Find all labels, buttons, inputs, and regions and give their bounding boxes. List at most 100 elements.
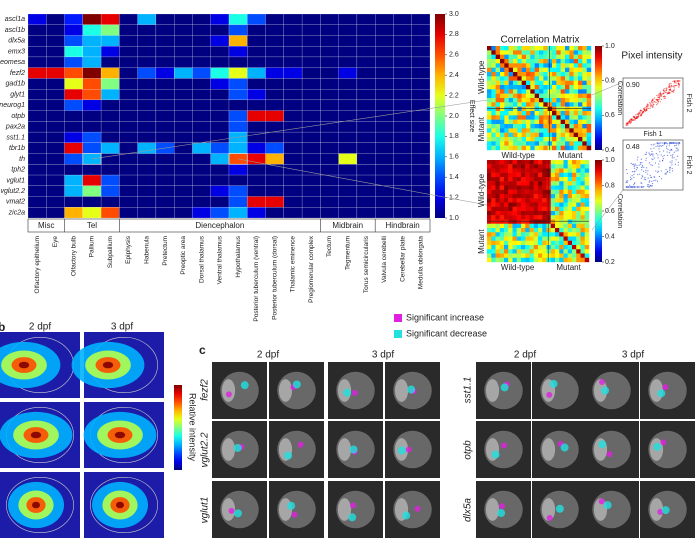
matrix-cell [538, 215, 543, 220]
heatmap-cell [393, 196, 412, 208]
matrix-cell [491, 102, 496, 107]
heatmap-cell [119, 99, 138, 111]
matrix-cell [555, 164, 560, 169]
matrix-cell [572, 249, 577, 254]
scatter-dot [658, 96, 660, 98]
matrix-cell [542, 177, 547, 182]
matrix-cell [578, 76, 583, 81]
matrix-cell [584, 185, 590, 190]
matrix-cell [504, 228, 509, 233]
matrix-cell [525, 257, 530, 263]
matrix-cell [491, 115, 496, 120]
scatter-dot [657, 95, 659, 97]
matrix-cell [491, 172, 496, 178]
scatter-dot [662, 89, 665, 91]
matrix-cell [539, 98, 544, 103]
matrix-cell [580, 189, 585, 195]
matrix-cell [582, 50, 587, 55]
matrix-cell [512, 249, 517, 254]
heatmap-cell [411, 207, 431, 219]
scatter-dot [669, 89, 671, 91]
matrix-cell [491, 54, 496, 60]
matrix-cell [538, 198, 543, 203]
scatter-dot [664, 173, 666, 175]
heatmap-cell [393, 35, 412, 47]
matrix-cell [533, 257, 539, 263]
matrix-cell [487, 137, 492, 142]
matrix-cell [552, 137, 557, 142]
heatmap-cell [210, 99, 230, 111]
heatmap-cell [155, 56, 175, 68]
heatmap-cell [46, 207, 65, 219]
matrix-cell [560, 145, 566, 151]
heatmap-cell [338, 67, 358, 79]
matrix-cell [576, 240, 581, 246]
matrix-cell [582, 46, 587, 51]
heatmap-cell [356, 131, 376, 143]
colorbar-tick-label: 3.0 [449, 11, 459, 18]
heatmap-cell [46, 24, 65, 36]
matrix-cell [526, 80, 531, 86]
matrix-cell [586, 132, 592, 138]
matrix-cell [573, 50, 579, 55]
matrix-cell [529, 236, 534, 241]
matrix-cell [552, 98, 557, 103]
matrix-cell [576, 228, 581, 233]
heatmap-cell [265, 67, 284, 79]
scatter-dot [662, 155, 664, 158]
row-label: fezf2 [10, 70, 25, 77]
decrease-blob [657, 389, 666, 398]
matrix-cell [576, 202, 581, 207]
scatter-dot [631, 171, 634, 173]
matrix-cell [521, 236, 526, 241]
column-title: 2 dpf [29, 322, 51, 333]
matrix-cell [555, 257, 560, 263]
brain-tissue [337, 438, 352, 461]
matrix-cell [550, 253, 556, 258]
heatmap-cell [192, 196, 211, 208]
matrix-cell [542, 168, 547, 173]
matrix-cell [560, 119, 566, 125]
matrix-cell [559, 181, 564, 186]
matrix-cell [578, 119, 583, 125]
matrix-cell [508, 253, 513, 258]
matrix-cell [529, 228, 534, 233]
matrix-cell [538, 219, 543, 224]
scatter-dot [639, 114, 641, 116]
group-box [27, 218, 431, 233]
matrix-cell [487, 181, 492, 186]
heatmap-cell [64, 67, 83, 79]
matrix-cell [529, 257, 534, 263]
heatmap-cell [228, 207, 248, 219]
heatmap-cell [64, 164, 83, 176]
scatter-dot [630, 121, 632, 123]
scatter-dot [671, 167, 673, 170]
row-label: vglut1 [6, 177, 25, 184]
scatter-dot [671, 157, 673, 159]
matrix-row-label: Mutant [477, 116, 486, 141]
matrix-cell [517, 106, 522, 112]
matrix-cell [582, 115, 587, 120]
scatter-dot [668, 144, 671, 146]
heatmap-cell [356, 174, 376, 186]
column-label: Pregiomerular complex [308, 235, 315, 303]
matrix-cell [491, 145, 496, 151]
heatmap-cell [356, 35, 376, 47]
heatmap-cell [174, 174, 193, 186]
matrix-cell [584, 160, 590, 165]
matrix-cell [550, 189, 556, 195]
heatmap-cell [46, 164, 65, 176]
matrix-cell [525, 211, 530, 216]
matrix-cell [508, 85, 514, 90]
matrix-cell [530, 76, 535, 81]
matrix-cell [516, 232, 522, 237]
matrix-cell [580, 232, 585, 237]
matrix-cell [495, 249, 500, 254]
matrix-cell [569, 124, 574, 129]
matrix-cell [584, 215, 590, 220]
heatmap-cell [247, 174, 266, 186]
matrix-cell [542, 189, 547, 195]
scatter-dot [633, 163, 635, 165]
matrix-cell [521, 249, 526, 254]
matrix-cell [487, 211, 492, 216]
